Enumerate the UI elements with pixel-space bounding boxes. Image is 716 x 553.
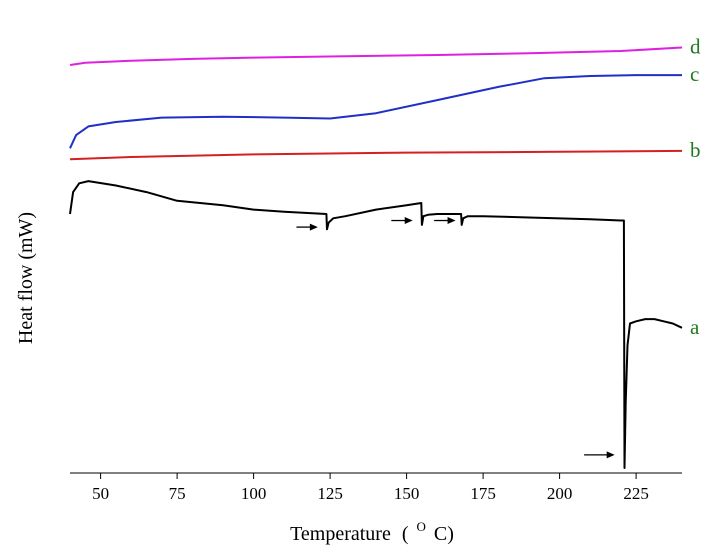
x-tick-label-100: 100 <box>241 484 267 503</box>
series-label-b: b <box>690 138 701 162</box>
x-tick-label-50: 50 <box>92 484 109 503</box>
series-group <box>69 46 683 469</box>
annotation-group <box>296 217 615 459</box>
series-label-a: a <box>690 315 700 339</box>
x-axis-title-sup: O <box>417 519 426 534</box>
series-label-c: c <box>690 62 699 86</box>
x-tick-label-175: 175 <box>470 484 496 503</box>
series-line-d <box>69 46 683 66</box>
arrow-head-1 <box>309 223 318 231</box>
y-axis-title: Heat flow (mW) <box>15 212 37 344</box>
curve-labels: dc b a <box>690 35 701 339</box>
series-label-d: d <box>690 35 701 59</box>
arrow-head-2 <box>404 217 413 225</box>
x-axis-title-tail: C) <box>434 523 454 545</box>
x-tick-label-125: 125 <box>317 484 343 503</box>
x-tick-label-75: 75 <box>169 484 186 503</box>
axes: 50 75 100 125 150 175 200 225 <box>70 472 682 503</box>
x-ticks: 50 75 100 125 150 175 200 225 <box>92 473 649 503</box>
x-tick-label-200: 200 <box>547 484 573 503</box>
arrow-head-3 <box>447 217 456 225</box>
series-line-a <box>69 180 683 469</box>
x-axis-title: Temperature ( O C) <box>290 514 454 545</box>
x-axis-title-open: ( <box>402 523 409 545</box>
arrow-head-4 <box>606 451 615 459</box>
x-tick-label-150: 150 <box>394 484 420 503</box>
x-axis-title-main: Temperature <box>290 523 391 545</box>
series-line-b <box>69 149 683 161</box>
x-tick-label-225: 225 <box>623 484 649 503</box>
series-line-c <box>69 74 682 149</box>
